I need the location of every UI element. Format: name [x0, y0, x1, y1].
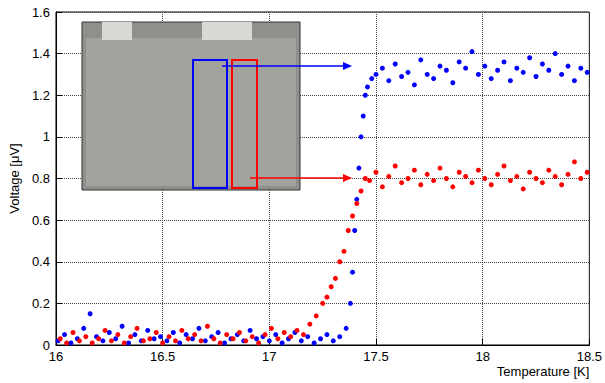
svg-text:18: 18: [475, 349, 489, 364]
svg-text:0.4: 0.4: [32, 254, 50, 269]
svg-text:0.6: 0.6: [32, 213, 50, 228]
svg-text:0: 0: [42, 337, 50, 353]
svg-text:16: 16: [49, 349, 63, 364]
svg-text:1: 1: [43, 129, 50, 144]
svg-text:17: 17: [262, 349, 276, 364]
svg-text:1.2: 1.2: [32, 88, 50, 103]
svg-text:17.5: 17.5: [363, 349, 388, 364]
svg-text:Temperature [K]: Temperature [K]: [497, 364, 590, 379]
svg-text:0.2: 0.2: [32, 296, 50, 311]
svg-text:1.4: 1.4: [32, 46, 50, 61]
svg-text:18.5: 18.5: [577, 349, 602, 364]
svg-text:Voltage [μV]: Voltage [μV]: [7, 143, 22, 213]
svg-text:1.6: 1.6: [32, 5, 50, 20]
svg-text:0.8: 0.8: [32, 171, 50, 186]
svg-text:16.5: 16.5: [150, 349, 175, 364]
